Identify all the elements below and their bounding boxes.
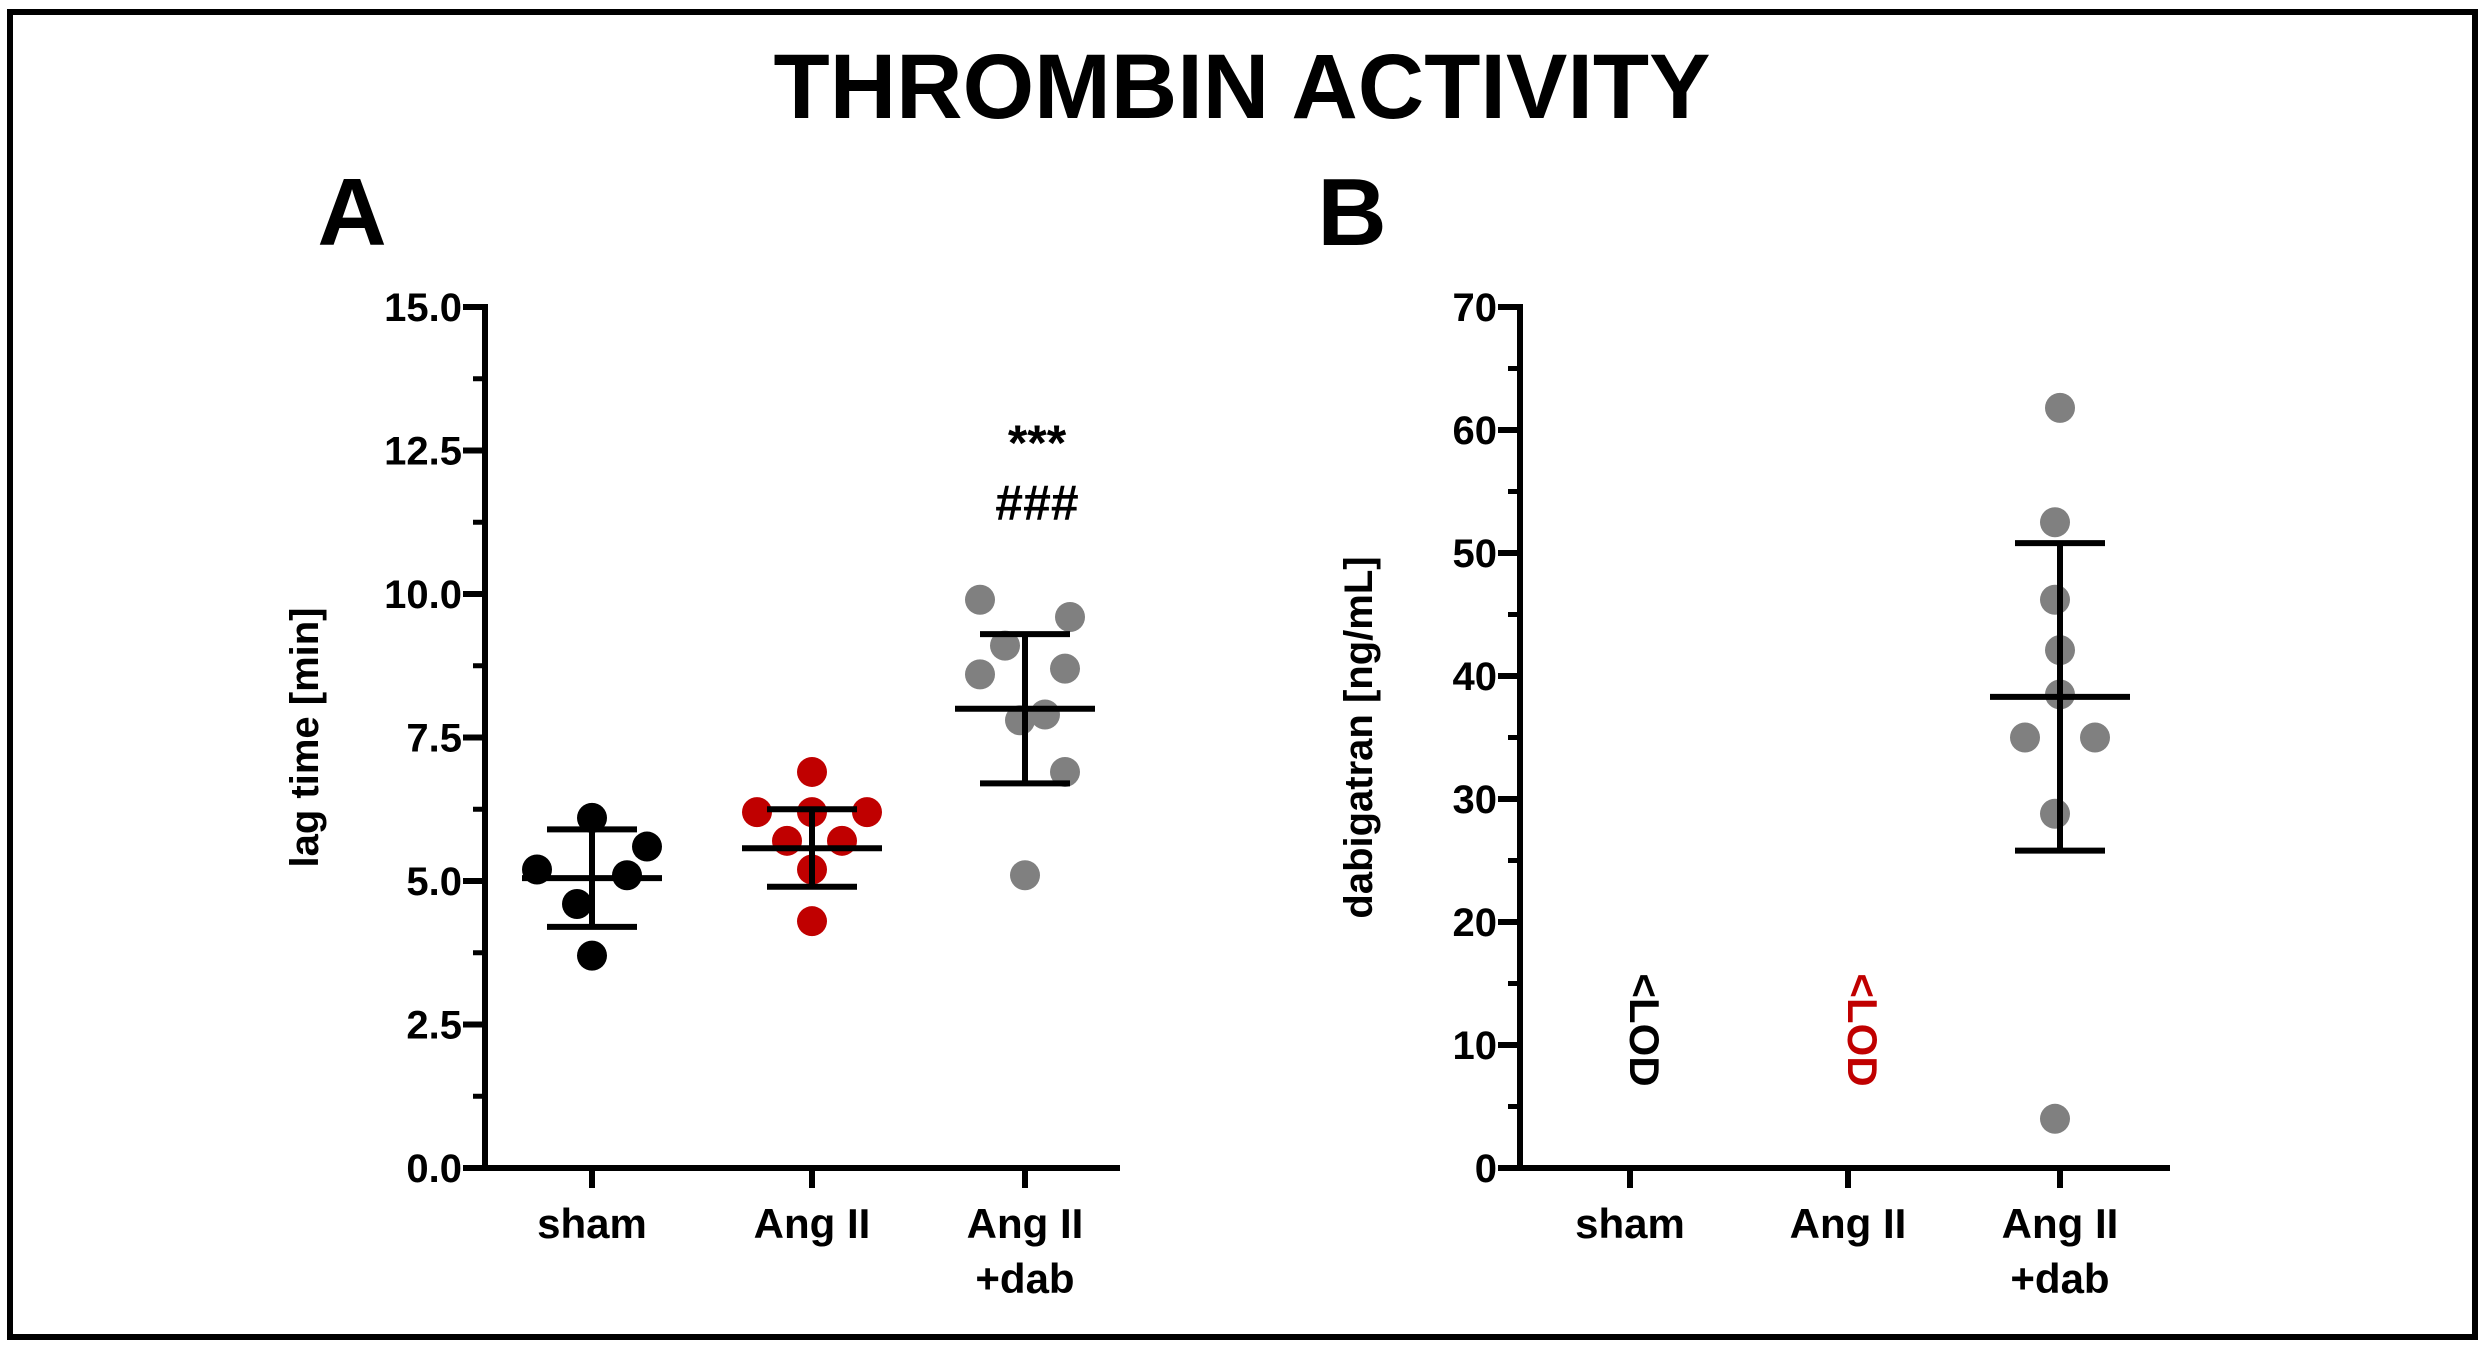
- data-point: [852, 797, 882, 828]
- panel-letter: B: [1317, 159, 1386, 266]
- lod-note: <LOD: [1839, 973, 1886, 1086]
- y-tick-label: 7.5: [406, 717, 462, 761]
- y-tick-label: 70: [1453, 286, 1498, 330]
- x-tick-label: Ang II: [2002, 1200, 2119, 1247]
- data-point: [2040, 1103, 2070, 1134]
- x-tick-label: +dab: [975, 1255, 1074, 1302]
- panel-a-chart: A 0.0 2.5 5.0 7.5 10.0 12.5 15.0 lag time [min] s…: [283, 159, 1120, 1302]
- x-tick-label: sham: [537, 1200, 647, 1247]
- y-tick-label: 20: [1453, 901, 1498, 945]
- y-tick-label: 10.0: [384, 573, 462, 617]
- data-point: [2080, 722, 2110, 753]
- y-tick-label: 0: [1475, 1147, 1497, 1191]
- y-tick-label: 2.5: [406, 1004, 462, 1048]
- data-point: [2040, 798, 2070, 829]
- figure-title: THROMBIN ACTIVITY: [774, 36, 1711, 138]
- x-tick-label: Ang II: [1790, 1200, 1907, 1247]
- y-tick-label: 40: [1453, 655, 1498, 699]
- lod-note: <LOD: [1621, 973, 1668, 1086]
- x-tick-label: Ang II: [754, 1200, 871, 1247]
- data-point: [827, 825, 857, 856]
- data-point: [632, 831, 662, 862]
- y-tick-label: 12.5: [384, 430, 462, 474]
- y-tick-label: 30: [1453, 778, 1498, 822]
- data-point: [797, 906, 827, 937]
- data-point: [990, 630, 1020, 661]
- data-point: [797, 756, 827, 787]
- x-tick-label: sham: [1575, 1200, 1685, 1247]
- data-point: [2045, 392, 2075, 423]
- panel-letter: A: [317, 159, 386, 266]
- data-point: [577, 802, 607, 833]
- data-point: [742, 797, 772, 828]
- panel-b-chart: B 0 10 20 30 40 50 60 70 dabigatran [ng/mL] sham <L…: [1317, 159, 2170, 1302]
- data-point: [965, 584, 995, 615]
- significance-annotation: ***: [1008, 415, 1067, 471]
- y-tick-label: 0.0: [406, 1147, 462, 1191]
- data-point: [577, 940, 607, 971]
- data-point: [562, 888, 592, 919]
- data-point: [2040, 507, 2070, 538]
- y-tick-label: 10: [1453, 1024, 1498, 1068]
- data-point: [1050, 653, 1080, 684]
- data-point: [772, 825, 802, 856]
- data-point: [2040, 584, 2070, 615]
- y-tick-label: 50: [1453, 532, 1498, 576]
- y-tick-label: 5.0: [406, 860, 462, 904]
- significance-annotation: ###: [995, 475, 1078, 531]
- data-point: [965, 659, 995, 690]
- y-axis-label: lag time [min]: [283, 607, 327, 867]
- y-tick-label: 15.0: [384, 286, 462, 330]
- x-tick-label: Ang II: [967, 1200, 1084, 1247]
- x-tick-label: +dab: [2010, 1255, 2109, 1302]
- data-point: [1055, 601, 1085, 632]
- data-point: [1050, 756, 1080, 787]
- y-axis-label: dabigatran [ng/mL]: [1337, 556, 1381, 918]
- data-point: [1010, 860, 1040, 891]
- y-tick-label: 60: [1453, 409, 1498, 453]
- data-point: [2010, 722, 2040, 753]
- data-point: [1030, 699, 1060, 730]
